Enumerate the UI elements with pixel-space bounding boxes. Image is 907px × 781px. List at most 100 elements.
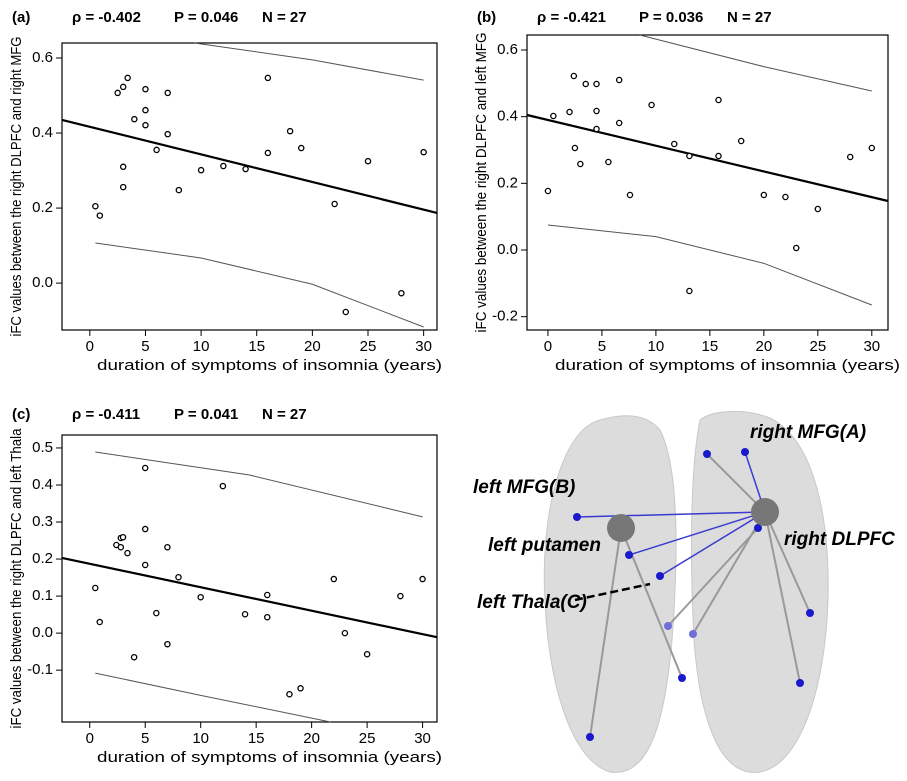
data-point <box>286 690 293 698</box>
data-point <box>615 76 623 84</box>
data-point <box>175 573 182 581</box>
data-point <box>686 152 693 160</box>
data-point <box>264 591 271 599</box>
x-tick-label: 20 <box>303 730 320 747</box>
y-tick-label: 0.4 <box>497 108 518 125</box>
x-tick-label: 30 <box>415 338 432 355</box>
stat-n: N = 27 <box>727 9 772 26</box>
confidence-band <box>639 34 872 92</box>
data-point <box>570 72 578 80</box>
x-tick-label: 25 <box>359 730 376 747</box>
brain-label: left putamen <box>488 535 601 556</box>
data-point <box>92 202 99 210</box>
stat-p: P = 0.046 <box>174 9 238 26</box>
data-point <box>264 613 271 621</box>
data-point <box>330 575 338 583</box>
data-point <box>96 618 103 626</box>
plot-frame <box>61 434 438 723</box>
panel-label: (b) <box>477 9 496 26</box>
y-axis-label: iFC values between the right DLPFC and l… <box>8 428 25 729</box>
data-point <box>364 157 372 165</box>
data-point <box>397 592 404 600</box>
data-point <box>686 287 693 295</box>
data-point <box>363 650 371 658</box>
data-point <box>124 74 131 82</box>
data-point <box>566 108 573 116</box>
x-tick-label: 15 <box>248 338 265 355</box>
data-point <box>286 127 294 135</box>
data-point <box>141 561 149 569</box>
data-point <box>119 163 127 171</box>
stat-p: P = 0.036 <box>639 9 703 26</box>
x-tick-label: 20 <box>304 338 321 355</box>
y-tick-label: 0.2 <box>497 174 518 191</box>
data-point <box>671 140 678 148</box>
stat-rho: ρ = -0.411 <box>72 406 140 423</box>
data-point <box>119 183 127 191</box>
data-point <box>615 119 623 127</box>
y-tick-label: 0.5 <box>32 439 53 456</box>
stat-rho: ρ = -0.421 <box>537 9 606 26</box>
x-tick-label: 5 <box>141 730 149 747</box>
panel-label: (c) <box>12 406 30 423</box>
confidence-band <box>194 42 424 81</box>
data-point <box>264 74 272 82</box>
x-axis-label: duration of symptoms of insomnia (years) <box>97 357 442 374</box>
x-tick-label: 15 <box>248 730 265 747</box>
data-point <box>164 640 171 648</box>
data-point <box>219 482 227 490</box>
x-tick-label: 15 <box>702 338 719 355</box>
data-point <box>342 308 350 316</box>
y-axis-label: iFC values between the right DLPFC and r… <box>8 37 25 337</box>
data-point <box>117 543 125 551</box>
data-point <box>814 205 822 213</box>
data-point <box>419 575 426 583</box>
x-tick-label: 10 <box>192 730 209 747</box>
plot-frame <box>526 34 889 331</box>
data-point <box>792 244 800 252</box>
brain-label: right DLPFC <box>784 529 895 550</box>
x-tick-label: 30 <box>863 338 880 355</box>
stat-n: N = 27 <box>262 406 307 423</box>
stat-n: N = 27 <box>262 9 307 26</box>
confidence-band <box>95 451 423 518</box>
data-point <box>582 80 589 88</box>
x-tick-label: 20 <box>756 338 773 355</box>
data-point <box>605 158 612 166</box>
y-tick-label: 0.2 <box>32 199 53 216</box>
data-point <box>92 584 99 592</box>
x-tick-label: 30 <box>414 730 431 747</box>
data-point <box>297 144 305 152</box>
x-tick-label: 10 <box>648 338 665 355</box>
data-point <box>577 160 584 168</box>
data-point <box>297 685 304 692</box>
data-point <box>197 593 204 601</box>
y-tick-label: 0.0 <box>32 274 53 291</box>
y-tick-label: 0.0 <box>497 241 518 258</box>
x-tick-label: 0 <box>544 338 552 355</box>
data-point <box>648 101 655 109</box>
x-tick-label: 5 <box>598 338 606 355</box>
right-hemisphere <box>691 410 829 773</box>
data-point <box>164 130 171 138</box>
data-point <box>153 609 160 617</box>
data-point <box>868 144 876 152</box>
x-tick-label: 10 <box>193 338 210 355</box>
data-point <box>142 121 149 129</box>
y-tick-label: 0.0 <box>32 624 53 641</box>
plot-frame <box>61 42 438 331</box>
data-point <box>164 89 171 97</box>
y-tick-label: 0.4 <box>32 124 53 141</box>
dlpfc-sphere <box>751 498 779 526</box>
y-tick-label: 0.1 <box>32 587 53 604</box>
data-point <box>715 96 722 104</box>
data-point <box>141 464 149 472</box>
data-point <box>153 146 160 154</box>
edges-gray <box>589 453 811 738</box>
data-point <box>175 186 183 194</box>
data-point <box>782 193 789 201</box>
stat-rho: ρ = -0.402 <box>72 9 141 26</box>
data-point <box>264 149 272 157</box>
confidence-band <box>95 242 424 328</box>
